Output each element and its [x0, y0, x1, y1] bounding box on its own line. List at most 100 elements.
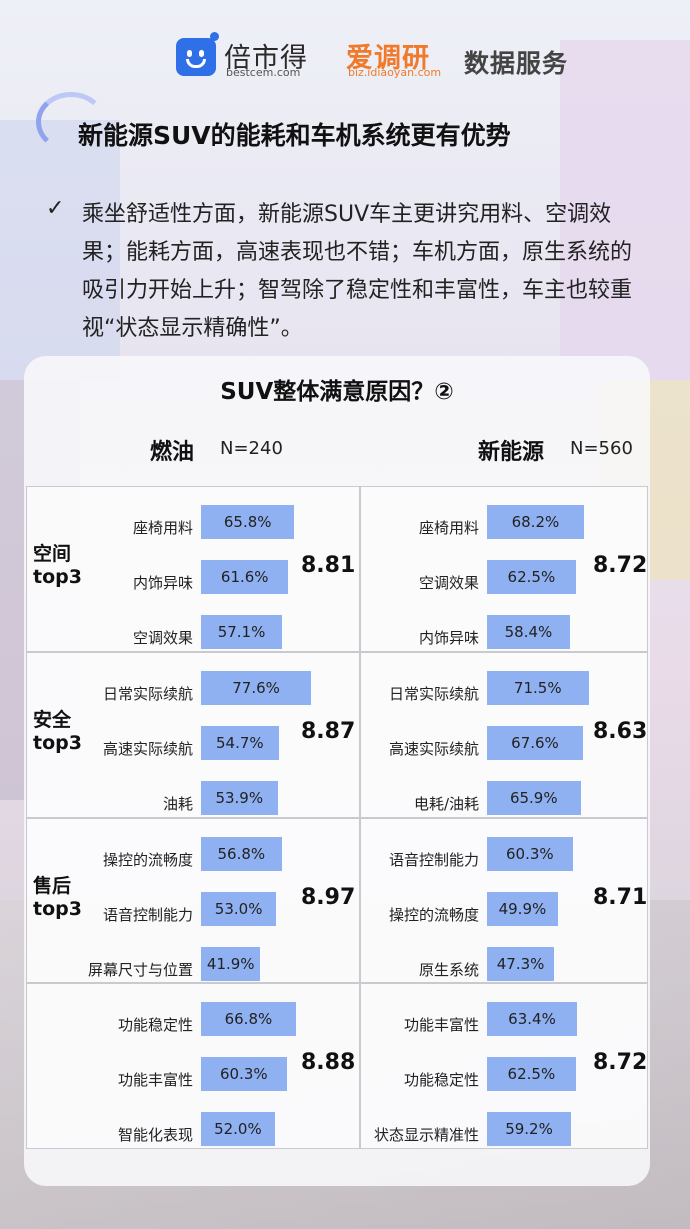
swirl-decoration-icon [36, 92, 106, 152]
row-label: 日常实际续航 [102, 684, 193, 703]
data-label: 54.7% [216, 733, 264, 752]
group-panel-ev: 功能丰富性 63.4% 功能稳定性 62.5% 状态显示精准性 59.2% 8.72 [360, 983, 648, 1149]
data-bar [487, 615, 570, 649]
row-label: 功能丰富性 [403, 1016, 479, 1035]
data-label: 71.5% [513, 678, 562, 697]
data-bar [201, 1112, 275, 1147]
data-label: 65.8% [223, 513, 272, 531]
data-bar [487, 725, 583, 760]
data-bar [487, 560, 576, 594]
data-label: 68.2% [511, 513, 560, 531]
group-panel-fuel: 空间 top3 座椅用料 65.8% 内饰异味 61.6% 空调效果 57.1% 8.81 [26, 486, 360, 652]
group-label: 安全 top3 [33, 708, 82, 754]
row-label: 座椅用料 [418, 519, 479, 537]
data-bar [487, 891, 558, 926]
data-label: 61.6% [220, 568, 269, 586]
row-label: 操控的流畅度 [102, 850, 193, 869]
summary-text: 乘坐舒适性方面，新能源SUV车主更讲究用料、空调效果；能耗方面，高速表现也不错；… [82, 202, 633, 341]
row-label: 操控的流畅度 [388, 905, 479, 924]
data-bar [201, 505, 295, 539]
data-bar [487, 670, 589, 705]
data-label: 58.4% [504, 623, 553, 641]
data-label: 62.5% [507, 1065, 556, 1084]
row-label: 电耗/油耗 [413, 794, 479, 813]
data-bar [201, 1057, 287, 1092]
row-label: 智能化表现 [117, 1126, 193, 1145]
column-header-ev: 新能源 [478, 440, 545, 465]
data-bar [487, 780, 581, 815]
group-score: 8.97 [301, 884, 356, 910]
data-label: 60.3% [219, 1065, 268, 1084]
row-label: 功能丰富性 [117, 1071, 193, 1090]
group-score: 8.72 [593, 553, 648, 578]
row-label: 高速实际续航 [102, 739, 193, 758]
row-label: 油耗 [162, 794, 193, 813]
data-label: 77.6% [232, 678, 280, 697]
group-score: 8.71 [593, 884, 648, 910]
row-label: 状态显示精准性 [373, 1126, 479, 1145]
data-bar [201, 615, 283, 649]
group-score: 8.72 [593, 1050, 648, 1076]
data-bar [201, 1002, 296, 1037]
data-label: 53.0% [214, 899, 263, 918]
data-bar [201, 891, 277, 926]
row-label: 空调效果 [132, 629, 193, 647]
data-label: 53.9% [215, 788, 264, 807]
data-label: 66.8% [224, 1010, 273, 1029]
data-bar [487, 505, 584, 539]
column-n-fuel: N=240 [220, 438, 283, 459]
group-panel-fuel: 售后 top3 操控的流畅度 56.8% 语音控制能力 53.0% 屏幕尺寸与位置 41.9… [26, 817, 360, 984]
check-icon: ✓ [46, 196, 65, 221]
data-label: 47.3% [496, 954, 545, 973]
chart-grid: 空间 top3 座椅用料 65.8% 内饰异味 61.6% 空调效果 57.1% 8.81 座椅… [26, 486, 648, 1149]
group-panel-ev: 座椅用料 68.2% 空调效果 62.5% 内饰异味 58.4% 8.72 [360, 486, 648, 652]
brand-bestcem: 倍市得 [224, 43, 308, 74]
data-label: 67.6% [511, 733, 559, 752]
column-n-ev: N=560 [570, 438, 633, 459]
page-title: 新能源SUV的能耗和车机系统更有优势 [78, 121, 511, 150]
data-bar [487, 836, 573, 871]
data-label: 59.2% [505, 1120, 553, 1139]
data-bar [487, 1057, 576, 1092]
row-label: 空调效果 [418, 574, 479, 592]
data-label: 49.9% [498, 899, 547, 918]
brand-bestcem-url: bestcem.com [226, 66, 301, 79]
brand-data-service: 数据服务 [464, 49, 569, 78]
row-label: 内饰异味 [418, 629, 479, 647]
group-panel-ev: 语音控制能力 60.3% 操控的流畅度 49.9% 原生系统 47.3% 8.71 [360, 817, 648, 984]
group-label: 空间 top3 [33, 543, 82, 588]
chart-title: SUV整体满意原因？② [220, 379, 454, 405]
data-label: 60.3% [505, 844, 554, 863]
group-score: 8.63 [593, 718, 648, 744]
group-panel-fuel: 安全 top3 日常实际续航 77.6% 高速实际续航 54.7% 油耗 53.9% 8.87 [26, 651, 360, 818]
data-bar [201, 725, 279, 760]
row-label: 座椅用料 [132, 519, 193, 537]
data-label: 57.1% [217, 623, 266, 641]
group-panel-fuel: 功能稳定性 66.8% 功能丰富性 60.3% 智能化表现 52.0% 8.88 [26, 983, 360, 1149]
column-header-fuel: 燃油 [150, 440, 195, 465]
row-label: 原生系统 [418, 960, 479, 979]
bestcem-logo-icon [176, 32, 219, 76]
row-label: 屏幕尺寸与位置 [87, 960, 193, 979]
data-bar [201, 836, 282, 871]
data-bar [487, 946, 555, 981]
data-bar [201, 670, 312, 705]
group-panel-ev: 日常实际续航 71.5% 高速实际续航 67.6% 电耗/油耗 65.9% 8.63 [360, 651, 648, 818]
data-label: 63.4% [508, 1010, 556, 1029]
row-label: 高速实际续航 [388, 739, 479, 758]
group-score: 8.88 [301, 1050, 356, 1076]
data-label: 52.0% [214, 1120, 262, 1139]
data-bar [487, 1112, 572, 1147]
row-label: 功能稳定性 [403, 1071, 479, 1090]
data-bar [201, 946, 261, 981]
row-label: 内饰异味 [132, 574, 193, 592]
group-label: 售后 top3 [33, 874, 82, 920]
row-label: 日常实际续航 [388, 684, 479, 703]
group-score: 8.81 [301, 553, 356, 578]
row-label: 语音控制能力 [388, 850, 479, 869]
data-bar [201, 560, 289, 594]
data-bar [487, 1002, 578, 1037]
header: 倍市得 bestcem.com 爱调研 biz.idiaoyan.com 数据服… [0, 0, 690, 100]
group-score: 8.87 [301, 718, 356, 744]
data-label: 56.8% [217, 844, 266, 863]
